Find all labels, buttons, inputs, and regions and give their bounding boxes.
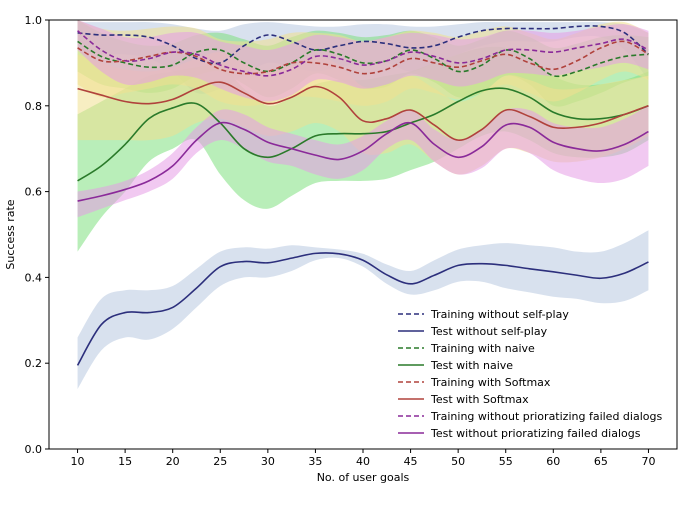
x-tick-label: 70: [641, 455, 655, 468]
x-tick-label: 35: [308, 455, 322, 468]
x-tick-label: 25: [213, 455, 227, 468]
x-axis: 10 15 20 25 30 35 40 45 50 55 60 65 70: [71, 449, 655, 468]
legend-label: Training with naive: [430, 342, 535, 355]
line-test-without-self-play: [76, 252, 649, 366]
legend-label: Training with Softmax: [430, 376, 551, 389]
x-tick-label: 30: [261, 455, 275, 468]
band-test-without-prioratizing-failed-dialogs: [77, 105, 649, 218]
legend-label: Test with Softmax: [430, 393, 529, 406]
series-lines: [76, 25, 649, 366]
line-test-with-naive: [77, 87, 649, 182]
line-training-without-prioratizing-failed-dialogs: [77, 30, 649, 77]
line-test-without-prioratizing-failed-dialogs: [77, 121, 649, 202]
line-training-with-naive: [77, 40, 649, 78]
legend-label: Test without prioratizing failed dialogs: [430, 427, 641, 440]
x-axis-label: No. of user goals: [317, 471, 410, 484]
y-tick-label: 1.0: [25, 14, 43, 27]
band-test-without-self-play: [77, 230, 649, 389]
x-tick-label: 50: [451, 455, 465, 468]
x-tick-label: 45: [404, 455, 418, 468]
legend-label: Training without self-play: [430, 308, 569, 321]
x-tick-label: 20: [166, 455, 180, 468]
legend-label: Test with naive: [430, 359, 513, 372]
line-training-without-self-play: [77, 25, 649, 65]
y-tick-label: 0.2: [25, 357, 43, 370]
legend-label: Training without prioratizing failed dia…: [430, 410, 662, 423]
y-tick-label: 0.8: [25, 100, 43, 113]
y-tick-label: 0.0: [25, 443, 43, 456]
y-axis: 0.0 0.2 0.4 0.6 0.8 1.0: [25, 14, 49, 456]
x-tick-label: 40: [356, 455, 370, 468]
legend-label: Test without self-play: [430, 325, 548, 338]
y-tick-label: 0.4: [25, 271, 43, 284]
x-tick-label: 15: [118, 455, 132, 468]
legend: Training without self-play Test without s…: [398, 308, 662, 440]
y-axis-label: Success rate: [4, 199, 17, 269]
x-tick-label: 65: [594, 455, 608, 468]
y-tick-label: 0.6: [25, 186, 43, 199]
band-training-without-prioratizing-failed-dialogs: [77, 20, 649, 102]
x-tick-label: 55: [499, 455, 513, 468]
x-tick-label: 10: [71, 455, 85, 468]
line-test-with-softmax: [77, 81, 649, 141]
x-tick-label: 60: [546, 455, 560, 468]
